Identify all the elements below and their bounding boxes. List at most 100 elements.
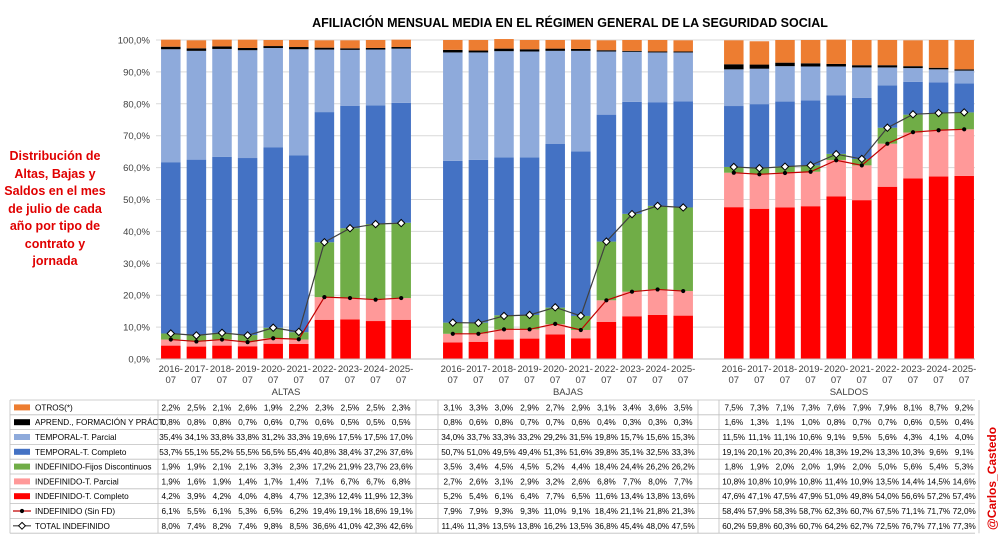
- point-marker-sinfd: [194, 339, 199, 344]
- bar-segment-tcompleto: [519, 157, 540, 315]
- table-cell: 11,1%: [774, 433, 797, 442]
- table-cell: 72,0%: [953, 507, 976, 516]
- table-cell: 4,0%: [238, 492, 257, 501]
- y-tick-label: 40,0%: [123, 227, 150, 238]
- table-cell: 0,4%: [955, 418, 974, 427]
- table-cell: 18,3%: [825, 448, 848, 457]
- table-cell: 33,3%: [672, 448, 695, 457]
- point-marker-sinfd: [629, 289, 635, 294]
- x-tick-label: 2022-: [312, 364, 336, 375]
- table-cell: 1,9%: [827, 463, 846, 472]
- bar-segment-otros: [237, 39, 258, 48]
- bar-segment-aprend: [903, 66, 923, 69]
- table-cell: 10,9%: [773, 477, 796, 486]
- bar-segment-tcompleto: [468, 159, 489, 323]
- table-cell: 58,3%: [773, 507, 796, 516]
- bar-segment-aprend: [852, 65, 872, 68]
- x-tick-label: 2024-: [645, 364, 669, 375]
- bar-segment-tcompleto: [800, 100, 821, 166]
- bar-segment-parcial: [877, 143, 898, 187]
- table-cell: 1,1%: [776, 418, 795, 427]
- table-cell: 34,1%: [185, 433, 208, 442]
- table-cell: 9,3%: [520, 507, 539, 516]
- table-cell: 6,4%: [520, 492, 539, 501]
- author-credit: @Carlos_Castedo: [985, 427, 999, 530]
- table-cell: 14,5%: [927, 477, 950, 486]
- point-marker-total: [883, 123, 892, 133]
- legend-key-marker: [17, 521, 27, 530]
- table-cell: 2,6%: [469, 477, 488, 486]
- bar-segment-completo: [314, 319, 335, 359]
- table-cell: 2,3%: [392, 403, 411, 412]
- bar-segment-parcial: [826, 159, 846, 197]
- bar-segment-otros: [928, 40, 949, 68]
- bar-segment-parcial: [596, 300, 617, 322]
- table-cell: 0,3%: [623, 418, 642, 427]
- table-cell: 51,3%: [544, 448, 567, 457]
- table-cell: 19,8%: [595, 433, 618, 442]
- point-marker-sinfd: [834, 158, 839, 163]
- table-cell: 4,7%: [289, 492, 308, 501]
- table-cell: 2,5%: [187, 403, 206, 412]
- bar-segment-tparcial: [391, 48, 411, 103]
- bar-segment-aprend: [237, 47, 258, 51]
- bar-segment-tcompleto: [724, 106, 744, 167]
- bar-segment-completo: [622, 316, 642, 359]
- bar-segment-fijos: [314, 242, 335, 298]
- bar-segment-aprend: [775, 62, 795, 67]
- table-cell: 0,6%: [904, 418, 923, 427]
- point-marker-sinfd: [450, 331, 455, 336]
- table-cell: 6,1%: [495, 492, 514, 501]
- table-cell: 0,5%: [929, 418, 948, 427]
- point-marker-total: [908, 110, 918, 119]
- table-row-label: APREND., FORMACIÓN Y PRÁCT.: [35, 417, 165, 427]
- bar-segment-tparcial: [928, 69, 949, 83]
- point-marker-total: [166, 329, 176, 338]
- bar-segment-completo: [571, 338, 591, 359]
- table-cell: 51,6%: [569, 448, 592, 457]
- table-cell: 5,3%: [955, 463, 974, 472]
- bar-segment-parcial: [340, 298, 360, 320]
- table-cell: 7,9%: [852, 403, 871, 412]
- table-cell: 33,8%: [210, 433, 233, 442]
- bar-segment-otros: [314, 40, 335, 48]
- table-cell: 29,2%: [544, 433, 567, 442]
- bar-segment-tparcial: [622, 51, 642, 102]
- bar-segment-aprend: [596, 50, 617, 52]
- bar-segment-aprend: [391, 47, 411, 49]
- table-cell: 14,4%: [901, 477, 924, 486]
- table-cell: 21,9%: [338, 463, 361, 472]
- point-marker-sinfd: [910, 130, 916, 135]
- table-cell: 42,3%: [364, 522, 387, 531]
- table-cell: 76,7%: [901, 522, 924, 531]
- table-cell: 55,4%: [287, 448, 310, 457]
- table-cell: 11,4%: [825, 477, 848, 486]
- bar-segment-otros: [468, 40, 489, 51]
- table-cell: 77,3%: [953, 522, 976, 531]
- table-cell: 37,2%: [364, 448, 387, 457]
- table-cell: 23,6%: [390, 463, 413, 472]
- bar-segment-parcial: [800, 171, 821, 207]
- bar-segment-tcompleto: [954, 83, 974, 113]
- table-cell: 7,3%: [750, 403, 769, 412]
- table-cell: 55,5%: [236, 448, 259, 457]
- table-cell: 0,6%: [571, 418, 590, 427]
- point-marker-total: [780, 162, 790, 171]
- table-cell: 21,8%: [646, 507, 669, 516]
- table-cell: 0,7%: [238, 418, 257, 427]
- point-marker-sinfd: [808, 169, 813, 174]
- table-cell: 13,4%: [620, 492, 643, 501]
- bar-segment-otros: [724, 40, 744, 65]
- table-cell: 4,4%: [571, 463, 590, 472]
- series-line-sinfd: [452, 288, 684, 335]
- bar-segment-parcial: [724, 172, 744, 208]
- bar-segment-otros: [340, 40, 360, 49]
- x-tick-label: 07: [396, 375, 407, 386]
- table-cell: 7,6%: [827, 403, 846, 412]
- point-marker-total: [217, 328, 227, 338]
- bar-segment-tparcial: [289, 49, 309, 156]
- table-cell: 7,3%: [801, 403, 820, 412]
- point-marker-total: [320, 237, 329, 247]
- bar-segment-otros: [186, 40, 207, 49]
